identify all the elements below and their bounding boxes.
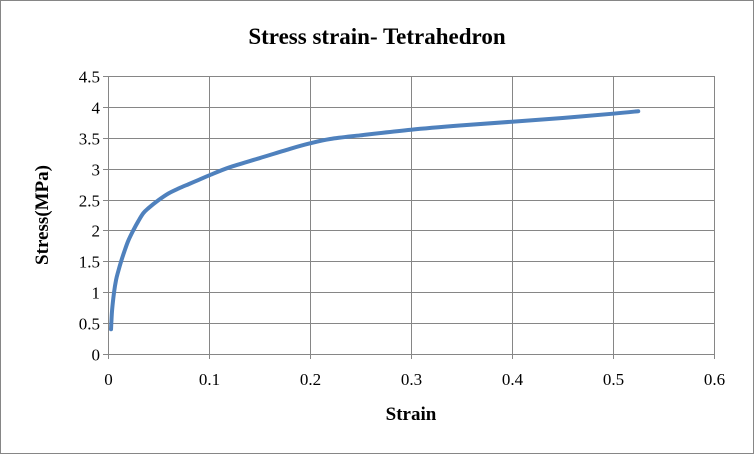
x-tick-label: 0.1 [199,370,220,389]
y-tick-label: 3 [92,161,101,180]
x-tick-label: 0.6 [704,370,725,389]
x-tick-label: 0 [104,370,113,389]
y-tick-label: 4.5 [79,68,100,87]
y-tick-label: 1 [92,284,101,303]
tick-labels: 0 0.5 1 1.5 2 2.5 3 3.5 4 4.5 0 0.1 0.2 0.3 0.4 0.5 0.6 [79,68,725,390]
x-tick-label: 0.5 [603,370,624,389]
y-tick-label: 4 [92,99,101,118]
y-tick-label: 2 [92,222,101,241]
y-tick-label: 0.5 [79,315,100,334]
chart-title: Stress strain- Tetrahedron [248,24,505,49]
x-axis-label: Strain [386,404,437,425]
grid [103,76,715,359]
y-tick-label: 2.5 [79,192,100,211]
y-tick-label: 0 [92,346,101,365]
y-tick-label: 3.5 [79,130,100,149]
x-tick-label: 0.4 [502,370,524,389]
y-axis-label: Stress(MPa) [32,165,53,265]
stress-strain-series-line [109,109,641,332]
x-tick-label: 0.2 [300,370,321,389]
y-tick-label: 1.5 [79,253,100,272]
x-tick-label: 0.3 [401,370,422,389]
series-layer [109,109,641,332]
